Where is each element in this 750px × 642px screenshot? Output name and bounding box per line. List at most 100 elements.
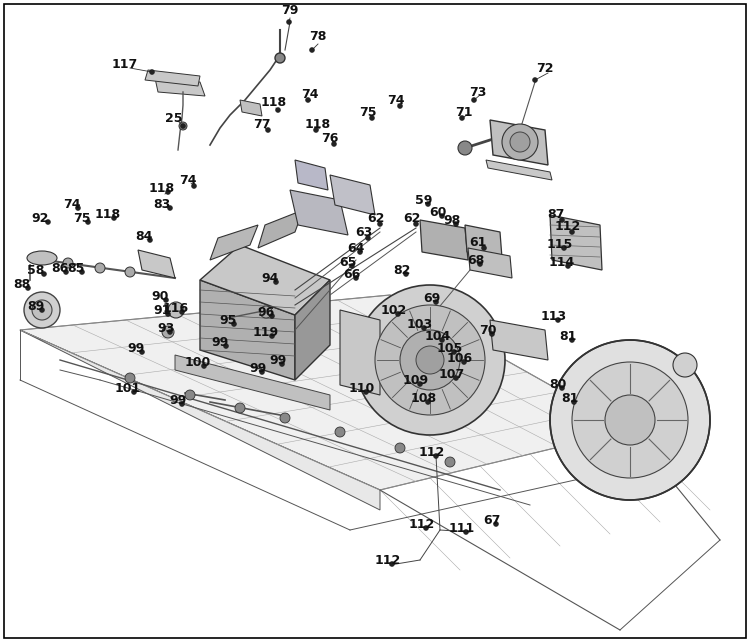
Text: 66: 66: [344, 268, 361, 281]
Text: 86: 86: [51, 261, 69, 275]
Text: 104: 104: [424, 329, 451, 342]
Circle shape: [275, 53, 285, 63]
Polygon shape: [258, 210, 303, 248]
Text: 75: 75: [74, 211, 91, 225]
Circle shape: [167, 329, 172, 334]
Text: 61: 61: [470, 236, 487, 248]
Circle shape: [454, 221, 458, 227]
Circle shape: [76, 205, 80, 211]
Circle shape: [26, 286, 31, 290]
Text: 70: 70: [479, 324, 496, 336]
Circle shape: [370, 116, 374, 121]
Circle shape: [550, 340, 710, 500]
Text: 118: 118: [261, 96, 287, 108]
Circle shape: [482, 245, 487, 250]
Circle shape: [358, 250, 362, 254]
Circle shape: [560, 385, 565, 390]
Circle shape: [572, 362, 688, 478]
Polygon shape: [486, 160, 552, 180]
Text: 63: 63: [356, 225, 373, 238]
Text: 98: 98: [443, 214, 460, 227]
Text: 115: 115: [547, 238, 573, 250]
Polygon shape: [155, 78, 205, 96]
Circle shape: [46, 220, 50, 225]
Circle shape: [478, 261, 482, 266]
Circle shape: [235, 403, 245, 413]
Circle shape: [64, 270, 68, 275]
Circle shape: [395, 443, 405, 453]
Circle shape: [389, 562, 394, 566]
Text: 118: 118: [95, 207, 121, 220]
Text: 88: 88: [13, 277, 31, 290]
Circle shape: [167, 205, 172, 211]
Text: 113: 113: [541, 309, 567, 322]
Circle shape: [166, 189, 170, 195]
Circle shape: [461, 360, 466, 365]
Circle shape: [490, 331, 494, 336]
Circle shape: [202, 363, 206, 369]
Circle shape: [566, 263, 571, 268]
Text: 103: 103: [407, 318, 433, 331]
Text: 83: 83: [153, 198, 170, 211]
Text: 109: 109: [403, 374, 429, 386]
Polygon shape: [200, 245, 330, 315]
Text: 71: 71: [455, 105, 472, 119]
Text: 91: 91: [153, 304, 171, 317]
Circle shape: [510, 132, 530, 152]
Text: 81: 81: [560, 329, 577, 342]
Text: 112: 112: [375, 553, 401, 566]
Circle shape: [440, 214, 445, 218]
Circle shape: [274, 279, 278, 284]
Polygon shape: [290, 190, 348, 235]
Circle shape: [350, 263, 355, 268]
Circle shape: [164, 297, 169, 302]
Text: 108: 108: [411, 392, 437, 404]
Circle shape: [353, 275, 358, 281]
Text: 118: 118: [305, 119, 331, 132]
Text: 59: 59: [416, 193, 433, 207]
Circle shape: [112, 216, 116, 220]
Text: 112: 112: [409, 517, 435, 530]
Circle shape: [458, 141, 472, 155]
Circle shape: [425, 202, 430, 207]
Circle shape: [80, 270, 85, 275]
Text: 96: 96: [257, 306, 274, 318]
Text: 99: 99: [128, 342, 145, 354]
Circle shape: [562, 245, 566, 250]
Circle shape: [413, 221, 419, 227]
Circle shape: [375, 305, 485, 415]
Circle shape: [605, 395, 655, 445]
Circle shape: [572, 399, 577, 404]
Text: 106: 106: [447, 352, 473, 365]
Circle shape: [454, 376, 458, 381]
Text: 99: 99: [211, 336, 229, 349]
Text: 102: 102: [381, 304, 407, 317]
Polygon shape: [490, 120, 548, 165]
Circle shape: [472, 98, 476, 103]
Circle shape: [424, 526, 428, 530]
Text: 114: 114: [549, 256, 575, 268]
Circle shape: [377, 221, 382, 227]
Text: 79: 79: [281, 3, 298, 17]
Circle shape: [179, 122, 187, 130]
Text: 119: 119: [253, 325, 279, 338]
Text: 80: 80: [549, 377, 567, 390]
Circle shape: [560, 218, 565, 223]
Text: 99: 99: [170, 394, 187, 406]
Text: 101: 101: [115, 381, 141, 394]
Text: 58: 58: [27, 263, 45, 277]
Polygon shape: [330, 175, 375, 215]
Text: 110: 110: [349, 381, 375, 394]
Circle shape: [569, 338, 574, 342]
Text: 75: 75: [359, 105, 376, 119]
Circle shape: [140, 349, 145, 354]
Circle shape: [224, 343, 229, 349]
Circle shape: [275, 107, 280, 112]
Text: 118: 118: [149, 182, 175, 195]
Circle shape: [502, 124, 538, 160]
Polygon shape: [210, 225, 258, 260]
Text: 93: 93: [158, 322, 175, 334]
Circle shape: [40, 308, 44, 313]
Polygon shape: [550, 215, 602, 270]
Text: 69: 69: [423, 291, 441, 304]
